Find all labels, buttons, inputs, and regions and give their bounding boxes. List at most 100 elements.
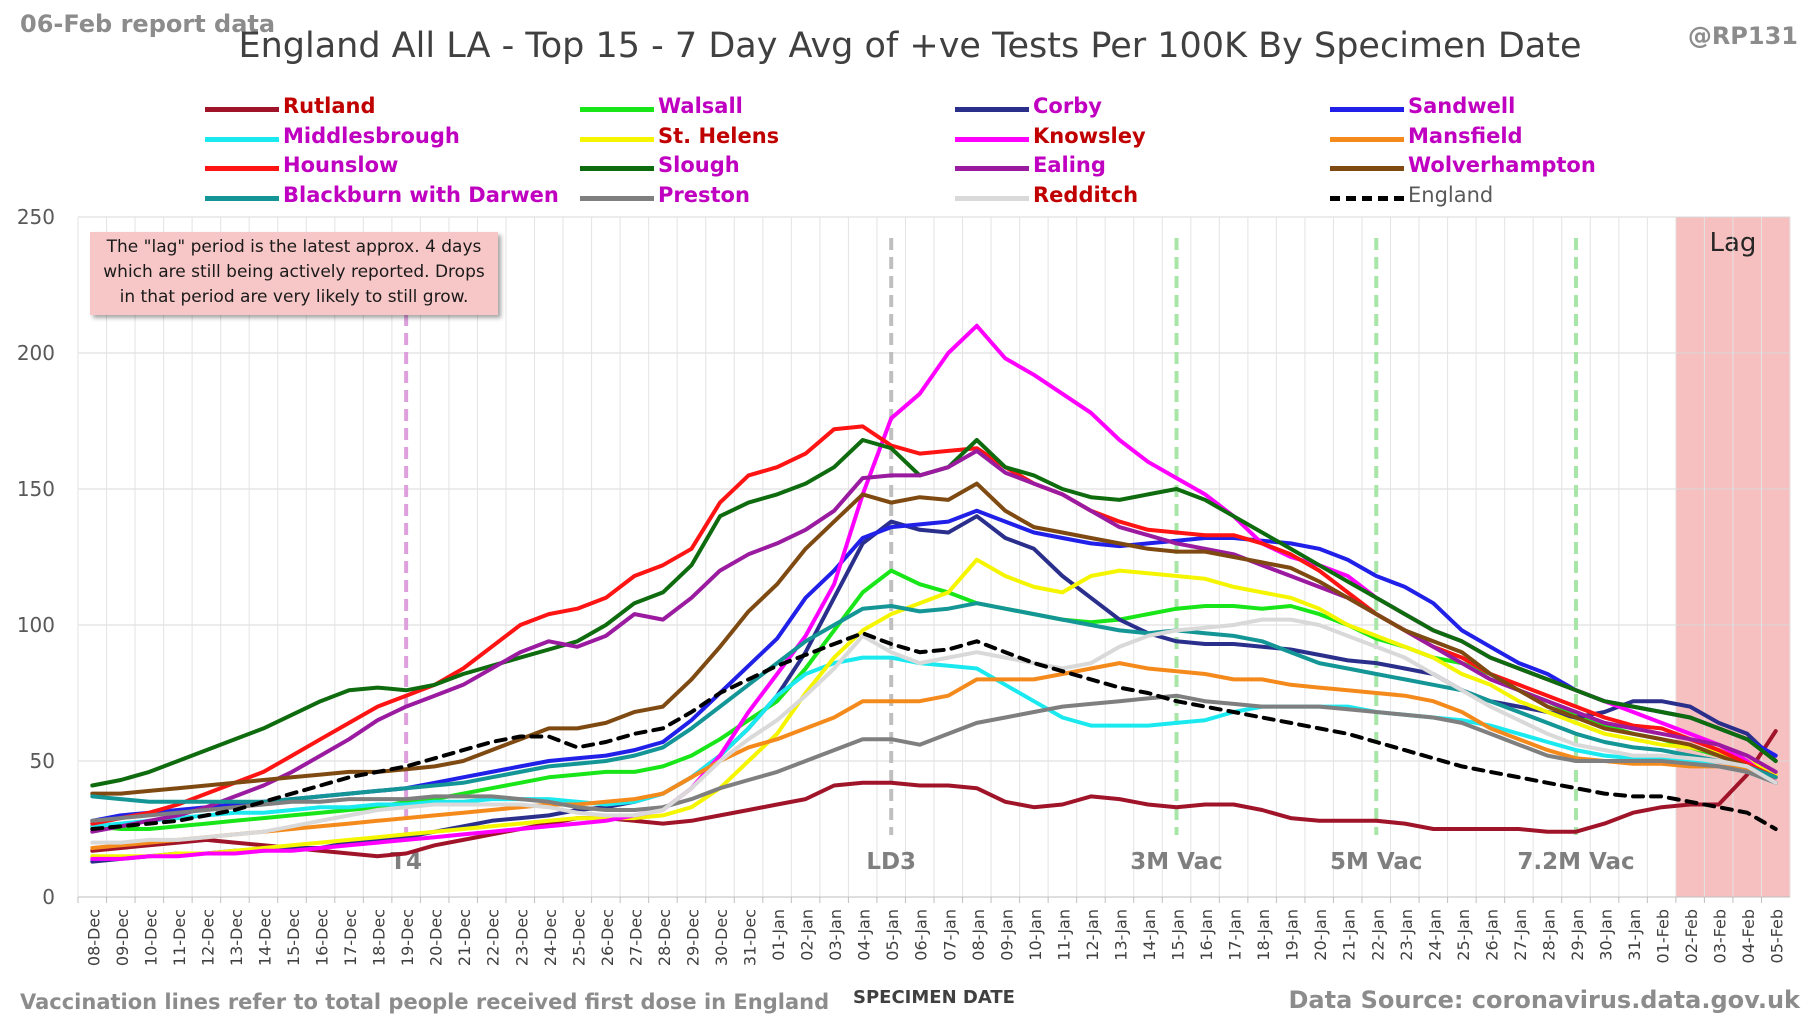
event-marker-label: 7.2M Vac xyxy=(1517,849,1634,875)
x-tick-label: 21-Dec xyxy=(455,909,474,966)
x-tick-label: 19-Jan xyxy=(1283,909,1302,961)
x-tick-label: 02-Feb xyxy=(1682,909,1701,963)
x-tick-label: 31-Dec xyxy=(741,909,760,966)
y-tick-label: 50 xyxy=(30,749,55,773)
legend-label: Knowsley xyxy=(1033,123,1146,148)
x-tick-label: 05-Jan xyxy=(883,909,902,961)
x-tick-label: 30-Jan xyxy=(1597,909,1616,961)
x-axis-title: SPECIMEN DATE xyxy=(853,987,1015,1008)
x-tick-label: 18-Jan xyxy=(1254,909,1273,961)
x-tick-label: 20-Jan xyxy=(1311,909,1330,961)
x-tick-label: 11-Dec xyxy=(170,909,189,966)
legend-label: Wolverhampton xyxy=(1408,153,1596,177)
x-tick-label: 12-Dec xyxy=(198,909,217,966)
x-tick-label: 01-Feb xyxy=(1654,909,1673,963)
x-tick-label: 05-Feb xyxy=(1768,909,1787,963)
x-tick-label: 26-Jan xyxy=(1482,909,1501,961)
series-line-st-helens xyxy=(90,557,1778,859)
legend-label: Sandwell xyxy=(1408,94,1516,118)
series-line-redditch xyxy=(90,617,1778,845)
x-tick-label: 29-Jan xyxy=(1568,909,1587,961)
x-tick-label: 27-Dec xyxy=(626,909,645,966)
y-tick-label: 100 xyxy=(17,613,55,637)
legend-label: Walsall xyxy=(658,94,743,118)
y-tick-label: 250 xyxy=(17,205,55,229)
chart-title: England All LA - Top 15 - 7 Day Avg of +… xyxy=(238,26,1582,66)
x-tick-label: 24-Dec xyxy=(541,909,560,966)
author-handle: @RP131 xyxy=(1687,22,1798,50)
series-line-mansfield xyxy=(90,661,1778,850)
x-tick-label: 08-Dec xyxy=(84,909,103,966)
legend-swatch xyxy=(955,166,1029,171)
legend-label: Hounslow xyxy=(283,153,399,177)
x-tick-label: 13-Jan xyxy=(1111,909,1130,961)
legend-label: Corby xyxy=(1033,94,1102,118)
x-tick-label: 26-Dec xyxy=(598,909,617,966)
x-tick-label: 19-Dec xyxy=(398,909,417,966)
x-tick-label: 16-Dec xyxy=(313,909,332,966)
x-tick-label: 25-Dec xyxy=(569,909,588,966)
legend-label: Rutland xyxy=(283,94,376,118)
x-tick-label: 14-Dec xyxy=(255,909,274,966)
lag-note-line-2: which are still being actively reported.… xyxy=(103,262,485,282)
x-tick-label: 30-Dec xyxy=(712,909,731,966)
legend-swatch xyxy=(205,166,279,171)
data-source-label: Data Source: coronavirus.data.gov.uk xyxy=(1288,986,1801,1014)
legend-swatch xyxy=(580,166,654,171)
x-tick-label: 18-Dec xyxy=(370,909,389,966)
legend-label: Preston xyxy=(658,182,750,207)
legend-swatch xyxy=(580,195,654,201)
x-tick-label: 11-Jan xyxy=(1054,909,1073,961)
x-tick-label: 16-Jan xyxy=(1197,909,1216,961)
x-tick-label: 10-Jan xyxy=(1026,909,1045,961)
x-tick-label: 25-Jan xyxy=(1454,909,1473,961)
x-tick-label: 10-Dec xyxy=(141,909,160,966)
x-tick-label: 24-Jan xyxy=(1425,909,1444,961)
x-tick-label: 03-Feb xyxy=(1711,909,1730,963)
legend-label: St. Helens xyxy=(658,123,780,148)
x-tick-label: 09-Dec xyxy=(113,909,132,966)
legend-swatch xyxy=(580,107,654,112)
x-tick-label: 17-Dec xyxy=(341,909,360,966)
series-line-ealing xyxy=(90,448,1778,834)
report-date-label: 06-Feb report data xyxy=(20,10,276,38)
legend-label: Redditch xyxy=(1033,182,1139,207)
x-tick-label: 23-Jan xyxy=(1397,909,1416,961)
x-tick-label: 21-Jan xyxy=(1340,909,1359,961)
series-line-rutland xyxy=(90,729,1778,859)
legend-swatch xyxy=(205,195,279,201)
y-tick-label: 200 xyxy=(17,341,55,365)
x-tick-label: 22-Jan xyxy=(1368,909,1387,961)
event-marker-label: 5M Vac xyxy=(1330,849,1423,875)
x-tick-label: 13-Dec xyxy=(227,909,246,966)
series-line-blackburn-with-darwen xyxy=(90,601,1778,804)
x-tick-label: 08-Jan xyxy=(969,909,988,961)
legend-label: Middlesbrough xyxy=(283,123,460,148)
x-tick-label: 06-Jan xyxy=(912,909,931,961)
x-tick-label: 22-Dec xyxy=(484,909,503,966)
legend-label: Slough xyxy=(658,153,740,177)
x-tick-label: 31-Jan xyxy=(1625,909,1644,961)
legend-label: Ealing xyxy=(1033,153,1106,177)
x-tick-label: 15-Jan xyxy=(1169,909,1188,961)
legend-swatch xyxy=(1330,107,1404,112)
x-tick-label: 02-Jan xyxy=(798,909,817,961)
legend-swatch xyxy=(1330,136,1404,142)
legend-swatch xyxy=(1330,166,1404,171)
chart-legend: Rutland Walsall Corby Sandwell Middlesbrough… xyxy=(205,94,1635,214)
series-line-england xyxy=(90,631,1778,831)
x-tick-label: 04-Jan xyxy=(855,909,874,961)
x-tick-label: 15-Dec xyxy=(284,909,303,966)
x-tick-label: 09-Jan xyxy=(997,909,1016,961)
x-tick-label: 28-Dec xyxy=(655,909,674,966)
x-tick-label: 20-Dec xyxy=(427,909,446,966)
lag-note-line-1: The "lag" period is the latest approx. 4… xyxy=(106,237,482,257)
x-tick-label: 28-Jan xyxy=(1539,909,1558,961)
legend-swatch xyxy=(205,107,279,112)
series-line-middlesbrough xyxy=(90,655,1778,829)
x-tick-label: 17-Jan xyxy=(1226,909,1245,961)
vaccination-footnote: Vaccination lines refer to total people … xyxy=(20,990,830,1014)
x-tick-label: 07-Jan xyxy=(940,909,959,961)
legend-label: Mansfield xyxy=(1408,123,1523,148)
